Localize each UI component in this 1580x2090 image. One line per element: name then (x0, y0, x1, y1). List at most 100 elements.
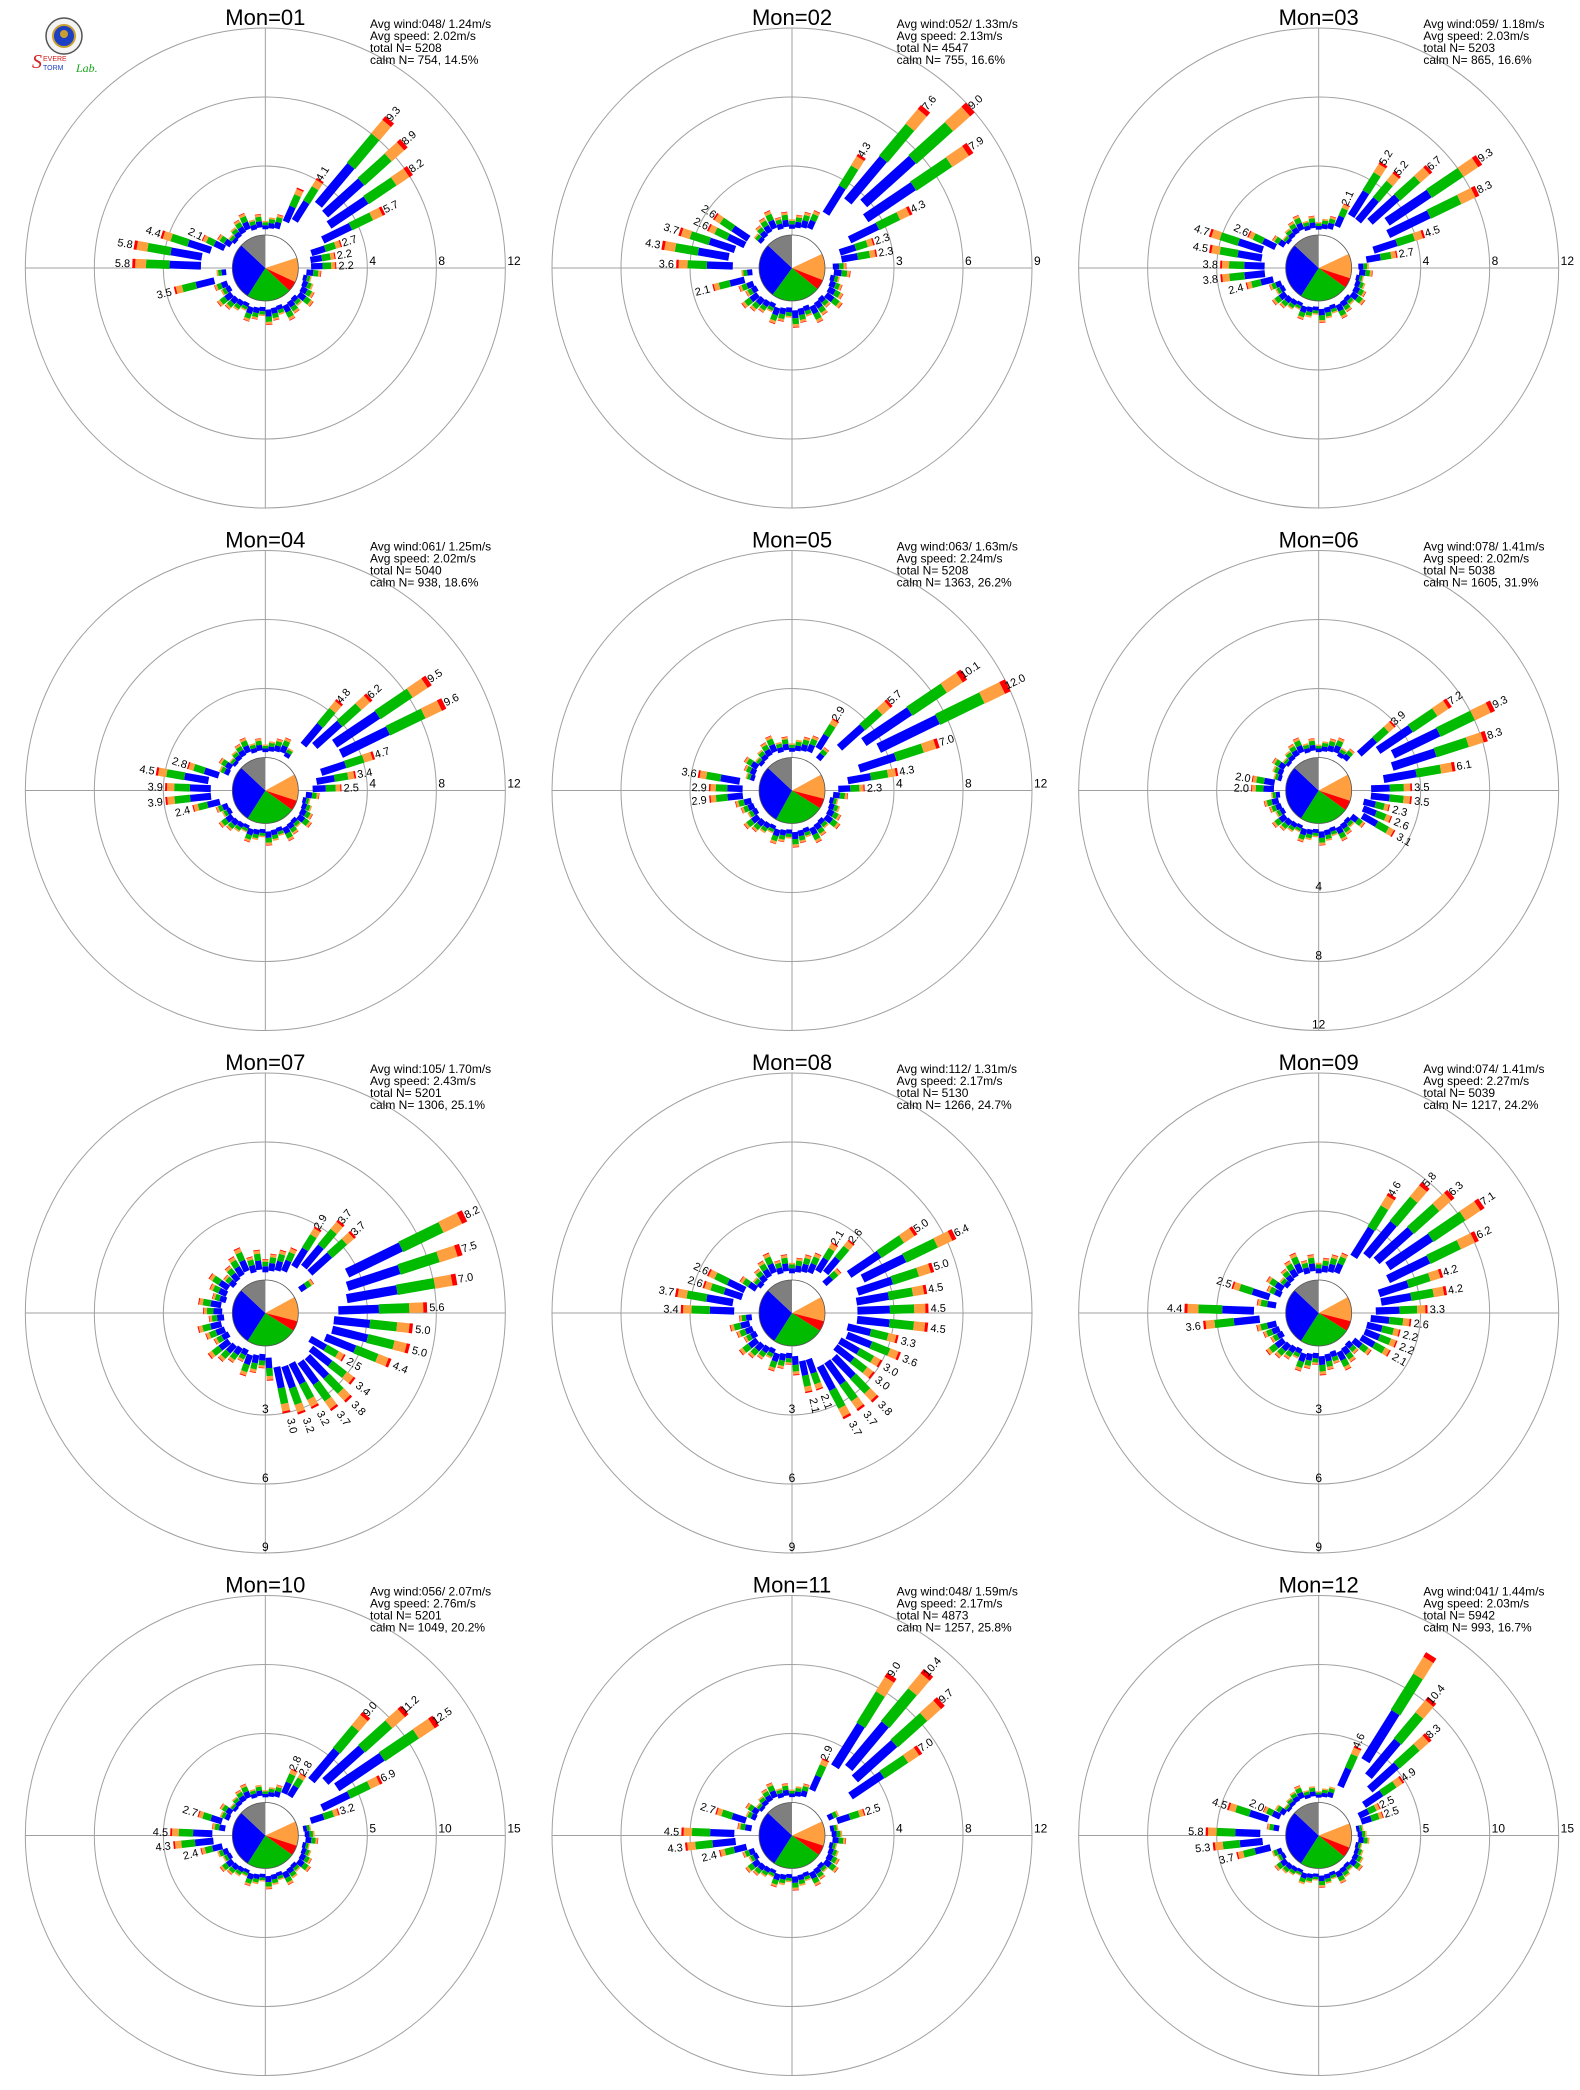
petal-bar-orange (433, 1274, 453, 1289)
petal-bar-blue (848, 1771, 885, 1800)
petal-bar-gray (1296, 1864, 1298, 1867)
petal-bar-blue (856, 1276, 894, 1296)
petal-bar-green (216, 282, 224, 291)
petal-bar-gray (298, 1326, 326, 1337)
ring-label: 5 (1423, 1822, 1430, 1836)
petal-bar-gray (827, 1317, 857, 1320)
petal-bar-gray (758, 1853, 762, 1855)
petal-bar-gray (300, 272, 306, 273)
petal-bar-blue (187, 239, 213, 254)
petal-label: 2.6 (686, 1274, 704, 1290)
stats-line: calm N= 1049, 20.2% (370, 1621, 485, 1635)
petal-bar-orange (754, 756, 761, 763)
petal-bar-blue (826, 286, 836, 296)
petal-bar-green (1393, 1712, 1424, 1745)
stats-line: Avg speed: 2.24m/s (897, 552, 1003, 566)
petal-bar-blue (764, 1794, 774, 1803)
petal-bar-blue (1382, 769, 1417, 783)
petal-bar-blue (239, 1259, 250, 1273)
stats-line: calm N= 1217, 24.2% (1423, 1098, 1538, 1112)
petal-bar-gray (221, 1321, 231, 1323)
petal-bar-gray (275, 1797, 276, 1802)
petal-bar-gray (1291, 1810, 1293, 1812)
petal-bar-green (705, 771, 722, 782)
petal-bar-green (859, 708, 883, 731)
petal-bar-orange (838, 1405, 851, 1418)
petal-bar-green (302, 296, 312, 305)
petal-bar-gray (1333, 753, 1336, 759)
petal-bar-blue (222, 1847, 230, 1856)
rose-title: Mon=03 (1279, 5, 1359, 30)
petal-bar-red (404, 1343, 411, 1354)
petal-bar-green (804, 830, 812, 837)
petal-bar-gray (1291, 1861, 1294, 1864)
petal-bar-gray (296, 1331, 310, 1339)
petal-bar-blue (1362, 1790, 1384, 1808)
petal-bar-gray (300, 781, 317, 784)
petal-bar-gray (1270, 1297, 1286, 1302)
petal-bar-orange (805, 312, 813, 317)
petal-bar-red (1227, 1802, 1232, 1811)
petal-bar-green (810, 1371, 821, 1385)
petal-bar-green (767, 826, 775, 833)
petal-bar-gray (813, 1341, 828, 1361)
petal-bar-gray (300, 1317, 334, 1321)
petal-bar-green (689, 231, 711, 246)
petal-bar-blue (268, 1262, 276, 1272)
petal-bar-orange (805, 833, 812, 838)
petal-bar-red (313, 1226, 322, 1233)
petal-bar-blue (246, 827, 255, 836)
petal-label: 10.1 (958, 660, 982, 682)
petal-bar-green (275, 740, 283, 747)
ring-label: 4 (369, 777, 376, 791)
petal-bar-blue (221, 1331, 231, 1341)
petal-bar-blue (298, 808, 307, 817)
petal-bar-green (255, 1786, 263, 1792)
petal-bar-green (301, 817, 310, 827)
petal-bar-gray (270, 751, 271, 755)
petal-label: 3.3 (1430, 1304, 1446, 1317)
petal-bar-red (1425, 1696, 1437, 1708)
petal-bar-orange (803, 737, 811, 742)
petal-bar-blue (290, 1861, 298, 1869)
petal-bar-blue (195, 277, 216, 289)
petal-bar-green (317, 1228, 337, 1250)
petal-bar-gray (1353, 276, 1356, 277)
petal-bar-blue (727, 792, 744, 801)
petal-bar-orange (1357, 1864, 1363, 1871)
petal-bar-green (802, 1257, 811, 1266)
petal-bar-orange (233, 1248, 242, 1255)
petal-bar-blue (857, 752, 897, 773)
ring-label: 9 (262, 1540, 269, 1554)
petal-bar-orange (1390, 250, 1397, 259)
petal-bar-red (436, 698, 447, 711)
petal-bar-green (276, 1253, 286, 1263)
petal-bar-blue (846, 1323, 872, 1337)
petal-bar-green (193, 764, 206, 775)
petal-bar-green (234, 302, 242, 310)
petal-bar-green (1357, 1842, 1362, 1849)
petal-bar-orange (1427, 1269, 1441, 1282)
petal-bar-gray (290, 293, 293, 296)
petal-bar-gray (750, 1321, 758, 1323)
petal-bar-green (795, 217, 803, 223)
petal-bar-gray (293, 1857, 298, 1861)
petal-bar-blue (750, 285, 759, 294)
petal-bar-gray (1349, 1331, 1361, 1338)
petal-label: 3.6 (659, 258, 675, 271)
petal-bar-blue (286, 1866, 295, 1874)
petal-bar-gray (1335, 1344, 1339, 1352)
petal-bar-orange (1285, 1797, 1292, 1803)
petal-bar-green (1293, 740, 1302, 748)
petal-bar-gray (242, 296, 245, 300)
stats-line: Avg wind:048/ 1.24m/s (370, 17, 491, 31)
petal-bar-orange (1292, 737, 1300, 743)
lab-logo: S EVERE TORM Lab. (28, 14, 123, 80)
stats-line: total N= 5208 (370, 41, 442, 55)
petal-bar-red (1422, 1733, 1432, 1743)
petal-bar-orange (201, 1847, 207, 1855)
pie-slice-orange (792, 1297, 825, 1322)
petal-bar-gray (286, 296, 289, 301)
petal-bar-orange (1415, 1700, 1434, 1719)
pie-slice-blue (232, 1290, 266, 1341)
